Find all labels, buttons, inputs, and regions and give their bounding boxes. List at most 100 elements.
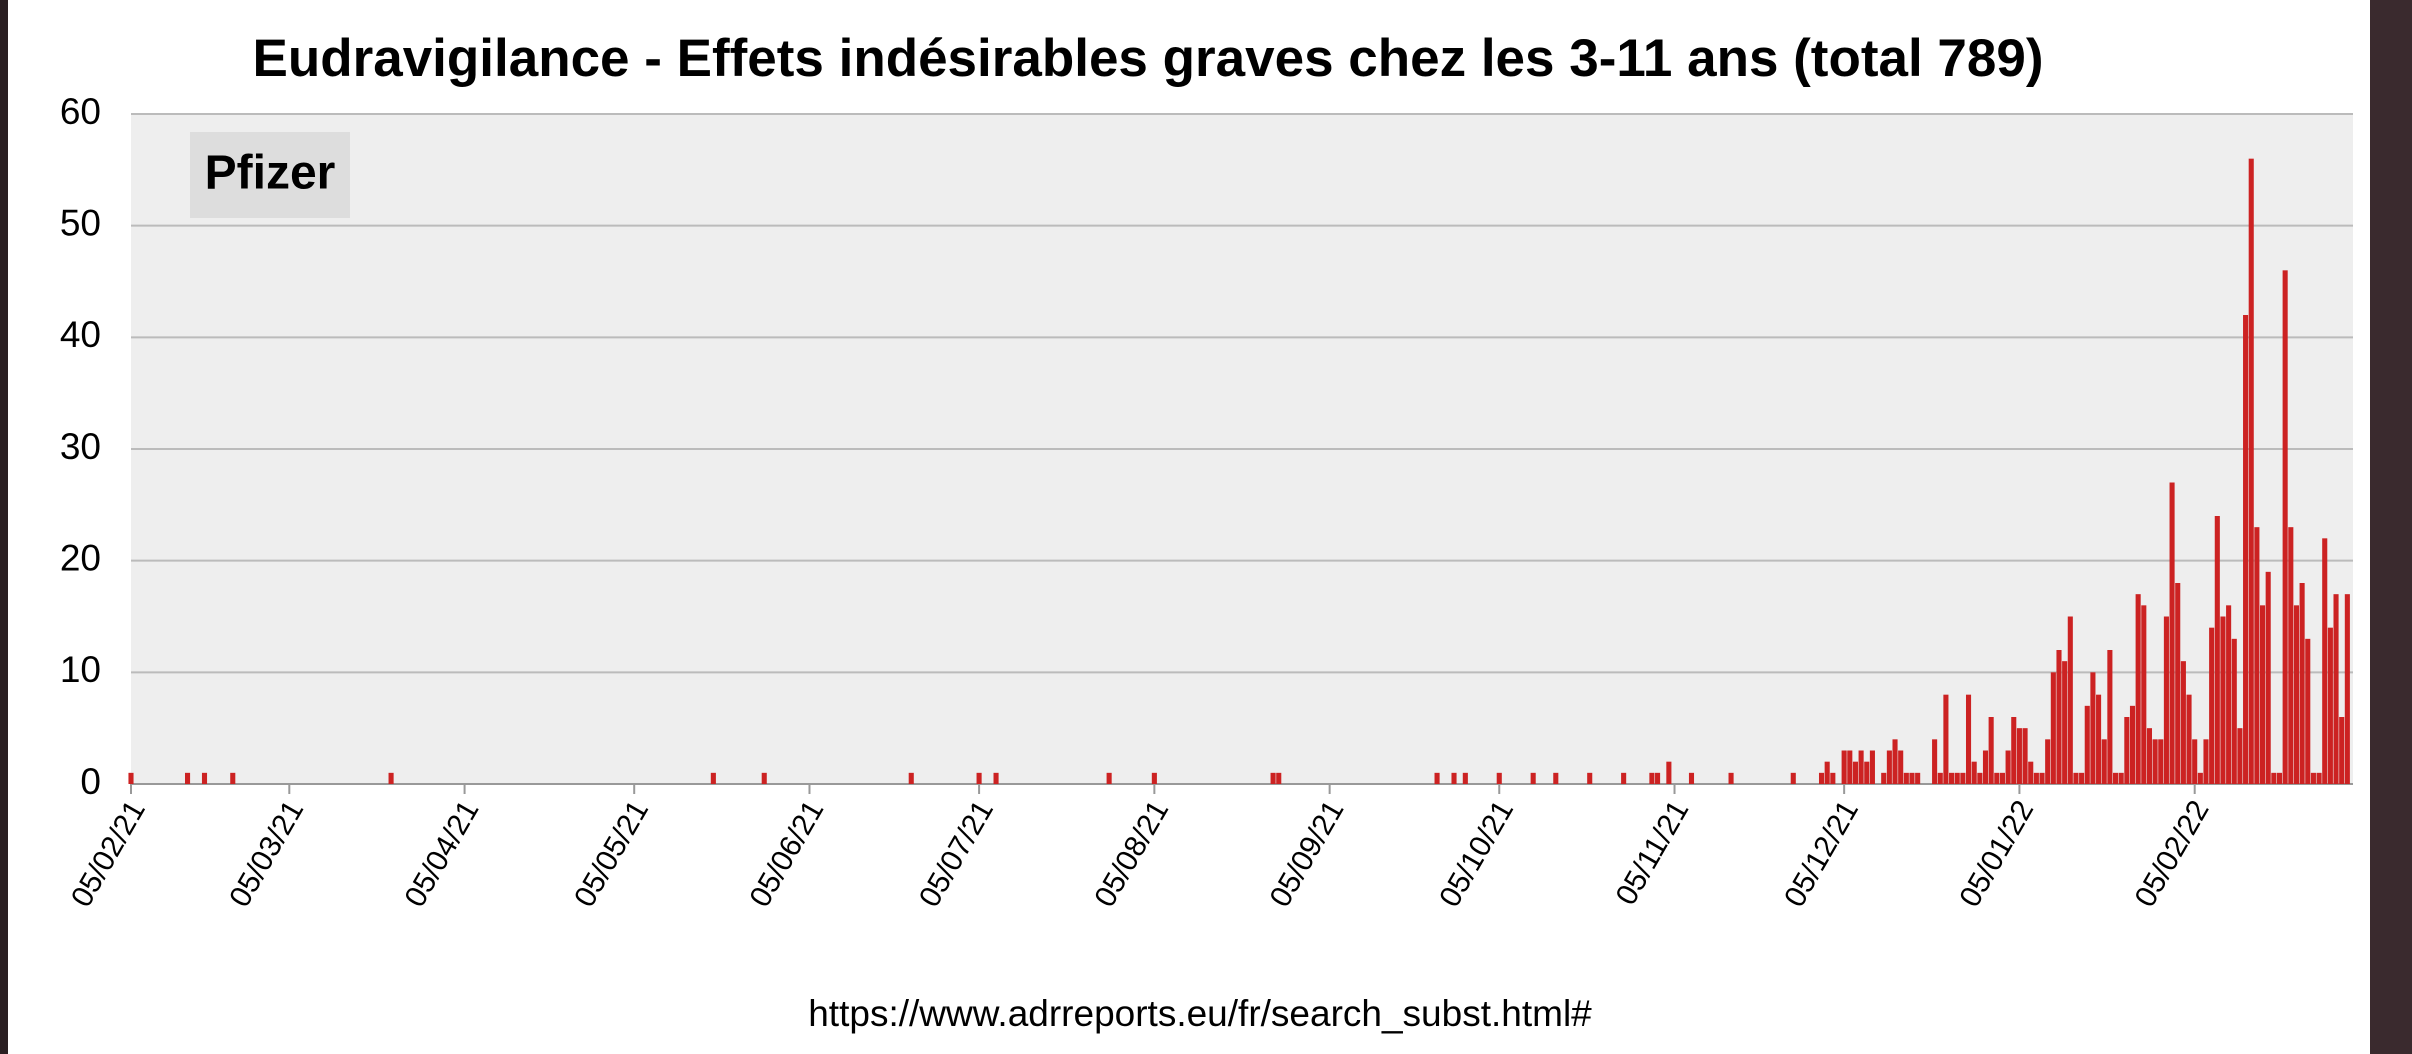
bar bbox=[2316, 772, 2322, 784]
bar bbox=[2169, 482, 2175, 784]
y-tick-label: 60 bbox=[60, 91, 101, 132]
bar bbox=[2271, 772, 2277, 784]
bar bbox=[1864, 761, 1870, 784]
bar bbox=[976, 772, 982, 784]
bar bbox=[1932, 739, 1938, 784]
bar bbox=[2163, 616, 2169, 784]
bar bbox=[2288, 527, 2294, 784]
bar bbox=[2135, 594, 2141, 784]
bar bbox=[1892, 739, 1898, 784]
bar bbox=[1847, 750, 1853, 784]
bar bbox=[2243, 315, 2249, 784]
bar bbox=[1841, 750, 1847, 784]
bar bbox=[1977, 772, 1983, 784]
bar bbox=[2333, 594, 2339, 784]
bar bbox=[1886, 750, 1892, 784]
bar bbox=[1790, 772, 1796, 784]
bar bbox=[2056, 650, 2062, 784]
bar bbox=[1988, 717, 1994, 784]
bar bbox=[2186, 694, 2192, 784]
bar bbox=[1530, 772, 1536, 784]
bar bbox=[2045, 739, 2051, 784]
y-tick-label: 0 bbox=[80, 761, 101, 802]
bar bbox=[710, 772, 716, 784]
bar bbox=[128, 772, 134, 784]
bar bbox=[2107, 650, 2113, 784]
bar bbox=[1999, 772, 2005, 784]
bar bbox=[2112, 772, 2119, 784]
bar bbox=[1496, 772, 1502, 784]
bar bbox=[2118, 772, 2124, 784]
bar bbox=[2209, 627, 2215, 784]
bar bbox=[2344, 594, 2350, 784]
bar bbox=[1937, 772, 1943, 784]
bar bbox=[1909, 772, 1915, 784]
bar bbox=[2214, 516, 2220, 784]
bar bbox=[1881, 772, 1887, 784]
bar bbox=[1151, 772, 1157, 784]
bar bbox=[2339, 717, 2345, 784]
bar bbox=[2226, 605, 2232, 784]
bar bbox=[2146, 728, 2153, 784]
bar bbox=[2192, 739, 2198, 784]
y-tick-label: 10 bbox=[60, 649, 101, 690]
bar bbox=[201, 772, 208, 784]
annotation-box bbox=[190, 132, 350, 218]
bar bbox=[2073, 772, 2079, 784]
bar bbox=[2310, 772, 2316, 784]
bar bbox=[2158, 739, 2164, 784]
bar bbox=[2011, 717, 2017, 784]
y-tick-label: 20 bbox=[60, 537, 101, 578]
bar bbox=[1898, 750, 1904, 784]
bar bbox=[2016, 728, 2022, 784]
bar bbox=[1276, 772, 1282, 784]
bar bbox=[184, 772, 191, 784]
bar bbox=[1553, 772, 1559, 784]
bar bbox=[761, 772, 767, 784]
bar bbox=[1434, 772, 1440, 784]
bar bbox=[2096, 694, 2102, 784]
bar bbox=[2220, 616, 2226, 784]
bar bbox=[2079, 772, 2085, 784]
bar bbox=[1587, 772, 1593, 784]
bar bbox=[230, 772, 236, 784]
bar bbox=[2265, 571, 2271, 784]
bar bbox=[2282, 270, 2288, 784]
bar bbox=[1728, 772, 1734, 784]
bar bbox=[2237, 728, 2243, 784]
bar bbox=[2254, 527, 2260, 784]
bar bbox=[2276, 772, 2283, 784]
bar bbox=[2129, 705, 2136, 784]
annotation: Pfizer bbox=[205, 147, 336, 200]
bar bbox=[2141, 605, 2147, 784]
bar bbox=[2050, 672, 2056, 784]
bar bbox=[1965, 694, 1972, 784]
bar bbox=[993, 772, 999, 784]
bar bbox=[1943, 694, 1949, 784]
bar bbox=[1818, 772, 1825, 784]
bar bbox=[2197, 772, 2203, 784]
bar bbox=[2248, 158, 2254, 784]
bar bbox=[1960, 772, 1966, 784]
y-tick-label: 50 bbox=[60, 202, 101, 243]
bar bbox=[1655, 772, 1661, 784]
bar bbox=[2203, 739, 2209, 784]
bar bbox=[1994, 772, 2000, 784]
bar bbox=[908, 772, 914, 784]
bar bbox=[2259, 605, 2266, 784]
y-tick-label: 30 bbox=[60, 426, 101, 467]
bar bbox=[1982, 750, 1989, 784]
bar bbox=[2299, 583, 2305, 784]
bar bbox=[1451, 772, 1457, 784]
bar bbox=[1106, 772, 1112, 784]
y-tick-label: 40 bbox=[60, 314, 101, 355]
bar bbox=[2062, 661, 2068, 784]
bar bbox=[1852, 761, 1858, 784]
bar bbox=[2090, 672, 2096, 784]
bar bbox=[2033, 772, 2039, 784]
bar bbox=[1830, 772, 1836, 784]
bar bbox=[2327, 627, 2333, 784]
bar bbox=[1688, 772, 1695, 784]
